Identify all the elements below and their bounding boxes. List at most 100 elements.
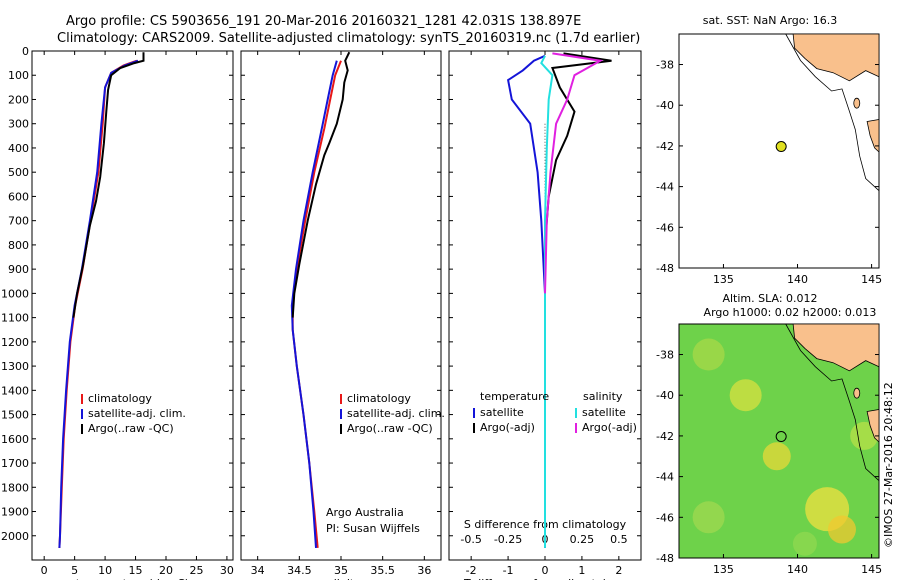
- series-line: [540, 55, 554, 548]
- y-tick-label: 300: [8, 118, 29, 131]
- argo-position-marker: [775, 141, 787, 153]
- x-tick-label: 10: [98, 564, 112, 577]
- sst-map: -38 -40 -42 -44 -46 -48 135 140 145: [656, 33, 882, 286]
- map-y-tick-label: -42: [656, 430, 674, 443]
- legend-label: Argo(..raw -QC): [88, 422, 174, 435]
- map-x-tick-label: 145: [861, 273, 882, 286]
- map-y-tick-label: -46: [656, 511, 674, 524]
- x-tick-label: 34: [251, 564, 265, 577]
- x-tick-label: 36: [417, 564, 431, 577]
- credit-line1: Argo Australia: [326, 506, 404, 519]
- y-tick-label: 0: [22, 45, 29, 58]
- y-tick-label: 1300: [1, 360, 29, 373]
- map-x-tick-label: 140: [787, 563, 808, 576]
- x-tick-label: 25: [189, 564, 203, 577]
- map-y-tick-label: -38: [656, 349, 674, 362]
- map-y-tick-label: -48: [656, 262, 674, 275]
- y-tick-label: 1100: [1, 312, 29, 325]
- sla-anomaly-patch: [827, 515, 856, 544]
- series-line: [290, 60, 338, 548]
- sla-map: -38 -40 -42 -44 -46 -48 135 140 145: [656, 323, 882, 576]
- title-line1: Argo profile: CS 5903656_191 20-Mar-2016…: [66, 14, 581, 29]
- sla-anomaly-patch: [692, 338, 725, 371]
- legend-label: Argo(-adj): [480, 421, 535, 434]
- argo-position-marker: [775, 431, 787, 443]
- x-tick-label: 15: [129, 564, 143, 577]
- depth-contour: [785, 33, 880, 191]
- map-x-tick-label: 135: [713, 273, 734, 286]
- imos-stamp: ©IMOS 27-Mar-2016 20:48:12: [882, 382, 895, 548]
- legend-header: temperature: [480, 390, 549, 403]
- x2-tick-label: -0.5: [460, 533, 481, 546]
- x-tick-label: 35: [334, 564, 348, 577]
- y-tick-label: 1400: [1, 384, 29, 397]
- plot-frame: [31, 50, 234, 561]
- legend-header: salinity: [583, 390, 623, 403]
- y-tick-label: 600: [8, 190, 29, 203]
- x-tick-label: -1: [503, 564, 514, 577]
- y-tick-label: 1700: [1, 457, 29, 470]
- legend-label: satellite: [480, 406, 524, 419]
- y-tick-label: 1500: [1, 409, 29, 422]
- x2-tick-label: 0.25: [570, 533, 595, 546]
- land-tasmania: [866, 409, 880, 443]
- x-tick-label: 35.5: [370, 564, 395, 577]
- y-tick-label: 100: [8, 69, 29, 82]
- map-x-tick-label: 140: [787, 273, 808, 286]
- x-axis-label: salinity: [321, 577, 361, 580]
- legend-label: climatology: [88, 392, 152, 405]
- map-y-tick-label: -46: [656, 221, 674, 234]
- title-line2: Climatology: CARS2009. Satellite-adjuste…: [57, 31, 640, 46]
- x-axis-label: T difference from climatology: [463, 577, 626, 580]
- x2-tick-label: 0.5: [610, 533, 628, 546]
- plot-frame: [240, 50, 442, 561]
- x-tick-label: 20: [159, 564, 173, 577]
- credit-line2: PI: Susan Wijffels: [326, 522, 420, 535]
- legend-label: satellite: [582, 406, 626, 419]
- series-line: [506, 54, 546, 548]
- sla-anomaly-patch: [729, 379, 762, 412]
- x-tick-label: 30: [220, 564, 234, 577]
- land-tasmania: [866, 119, 880, 153]
- y-tick-label: 2000: [1, 530, 29, 543]
- series-line: [72, 52, 145, 318]
- sla-anomaly-patch: [692, 501, 725, 534]
- sla-anomaly-patch: [792, 531, 817, 556]
- x-tick-label: 5: [71, 564, 78, 577]
- land-island: [853, 97, 861, 109]
- y-tick-label: 1600: [1, 433, 29, 446]
- map-x-tick-label: 135: [713, 563, 734, 576]
- y-tick-label: 1900: [1, 506, 29, 519]
- legend-label: climatology: [347, 392, 411, 405]
- sla-anomaly-patch: [762, 442, 791, 471]
- x-tick-label: 34.5: [287, 564, 312, 577]
- map-y-tick-label: -42: [656, 140, 674, 153]
- y-tick-label: 400: [8, 142, 29, 155]
- y-tick-label: 500: [8, 166, 29, 179]
- x-tick-label: 0: [41, 564, 48, 577]
- y-tick-label: 1200: [1, 336, 29, 349]
- map-y-tick-label: -44: [656, 181, 674, 194]
- depth-contour: [785, 323, 880, 481]
- map-y-tick-label: -44: [656, 471, 674, 484]
- map-bottom-title2: Argo h1000: 0.02 h2000: 0.013: [704, 306, 877, 319]
- map-bottom-title1: Altim. SLA: 0.012: [722, 292, 817, 305]
- difference-panel: -2 -1 0 1 2T difference from climatology -0.5…: [448, 50, 642, 580]
- land-mainland: [792, 33, 880, 82]
- series-line: [291, 51, 351, 318]
- y-tick-label: 200: [8, 93, 29, 106]
- x-axis-label: temperature (deg C): [76, 577, 189, 580]
- map-y-tick-label: -38: [656, 59, 674, 72]
- series-line: [544, 52, 604, 294]
- map-y-tick-label: -40: [656, 99, 674, 112]
- y-tick-label: 700: [8, 215, 29, 228]
- x-tick-label: 0: [542, 564, 549, 577]
- legend-label: Argo(-adj): [582, 421, 637, 434]
- map-top-title: sat. SST: NaN Argo: 16.3: [703, 14, 837, 27]
- land-mainland: [792, 323, 880, 372]
- map-x-tick-label: 145: [861, 563, 882, 576]
- x-tick-label: 1: [578, 564, 585, 577]
- y-tick-label: 900: [8, 263, 29, 276]
- salinity-panel: 34 34.5 35 35.5 36 salinity climatology satelli…: [240, 50, 445, 580]
- legend-label: satellite-adj. clim.: [88, 407, 186, 420]
